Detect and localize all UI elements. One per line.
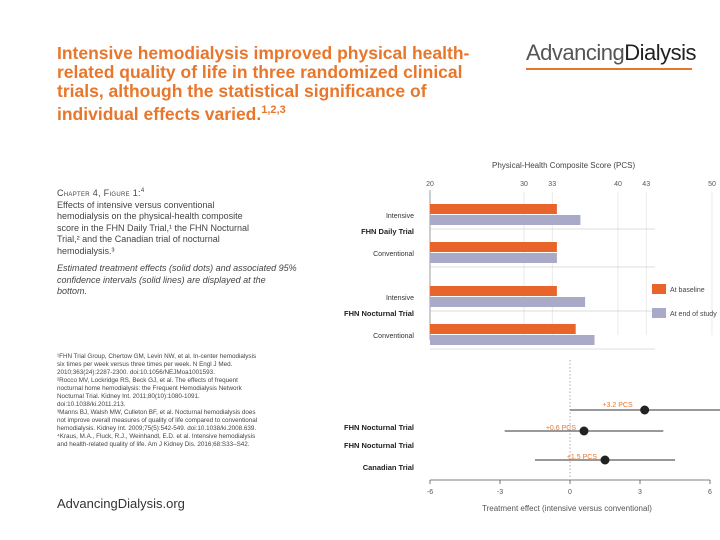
bar-end-of-study <box>430 215 581 225</box>
bar-baseline <box>430 242 557 252</box>
caption-line: Trial,² and the Canadian trial of noctur… <box>57 234 220 244</box>
x-tick-label: 30 <box>520 181 528 188</box>
x-tick-label: 0 <box>568 489 572 496</box>
reference-line: ³Manns BJ, Walsh MW, Culleton BF, et al.… <box>57 409 256 416</box>
row-label: Intensive <box>386 213 414 220</box>
point-estimate <box>600 455 610 465</box>
caption-heading: Chapter 4, Figure 1:4 <box>57 188 145 198</box>
bar-baseline <box>430 286 557 296</box>
legend-swatch <box>652 308 666 318</box>
legend-label: At end of study <box>670 311 717 318</box>
slide-title: Intensive hemodialysis improved physical… <box>57 43 470 124</box>
point-estimate <box>579 426 589 436</box>
reference-line: 2010;363(24):2287-2300. doi:10.1056/NEJM… <box>57 369 215 376</box>
x-tick-label: 6 <box>708 489 712 496</box>
x-tick-label: -6 <box>427 489 433 496</box>
reference-line: ⁴Kraus, M.A., Fluck, R.J., Weinhandl, E.… <box>57 433 256 440</box>
caption-note: Estimated treatment effects (solid dots)… <box>57 263 297 296</box>
bar-end-of-study <box>430 335 595 345</box>
x-tick-label: 3 <box>638 489 642 496</box>
caption-line: hemodialysis on the physical-health comp… <box>57 211 243 221</box>
row-label: Conventional <box>373 251 414 258</box>
point-estimate <box>640 405 650 415</box>
x-axis-label: Treatment effect (intensive versus conve… <box>482 504 652 513</box>
figure-caption: Chapter 4, Figure 1:4 Effects of intensi… <box>57 186 297 298</box>
x-tick-label: 43 <box>642 181 650 188</box>
reference-line: hemodialysis. Kidney Int. 2009;75(5):542… <box>57 425 257 432</box>
caption-line: Effects of intensive versus conventional <box>57 199 215 210</box>
row-label: Intensive <box>386 295 414 302</box>
trial-label: FHN Nocturnal Trial <box>344 423 414 432</box>
reference-line: nocturnal home hemodialysis: the Frequen… <box>57 385 242 392</box>
advancing-dialysis-logo: AdvancingDialysis <box>526 40 697 65</box>
reference-line: ²Rocco MV, Lockridge RS, Beck GJ, et al.… <box>57 377 238 384</box>
effect-label: +3.2 PCS <box>602 402 632 409</box>
bar-end-of-study <box>430 297 586 307</box>
logo-underline <box>526 68 692 70</box>
x-tick-label: 40 <box>614 181 622 188</box>
legend-label: At baseline <box>670 287 705 294</box>
caption-line: score in the FHN Daily Trial,¹ the FHN N… <box>57 222 250 233</box>
reference-line: ¹FHN Trial Group, Chertow GM, Levin NW, … <box>57 353 257 360</box>
group-label: FHN Daily Trial <box>361 227 414 236</box>
bar-end-of-study <box>430 253 557 263</box>
legend-swatch <box>652 284 666 294</box>
effect-label: +1.5 PCS <box>567 454 597 461</box>
website-link[interactable]: AdvancingDialysis.org <box>57 496 185 511</box>
references: ¹FHN Trial Group, Chertow GM, Levin NW, … <box>57 353 297 449</box>
reference-line: six times per week versus three times pe… <box>57 361 233 368</box>
x-tick-label: -3 <box>497 489 503 496</box>
reference-line: not improve overall measures of quality … <box>57 417 258 424</box>
reference-line: doi:10.1038/ki.2011.213. <box>57 401 126 408</box>
x-tick-label: 20 <box>426 181 434 188</box>
effect-label: +0.6 PCS <box>546 425 576 432</box>
trial-label: FHN Nocturnal Trial <box>344 441 414 450</box>
trial-label: Canadian Trial <box>363 463 414 472</box>
reference-line: Nocturnal Trial. Kidney Int. 2011;80(10)… <box>57 393 200 400</box>
x-tick-label: 50 <box>708 181 716 188</box>
row-label: Conventional <box>373 333 414 340</box>
chart-title: Physical-Health Composite Score (PCS) <box>492 161 635 170</box>
bar-baseline <box>430 204 557 214</box>
x-tick-label: 33 <box>548 181 556 188</box>
reference-line: and health-related quality of life. Am J… <box>57 441 250 448</box>
bar-baseline <box>430 324 576 334</box>
group-label: FHN Nocturnal Trial <box>344 309 414 318</box>
caption-line: hemodialysis.³ <box>57 245 115 256</box>
